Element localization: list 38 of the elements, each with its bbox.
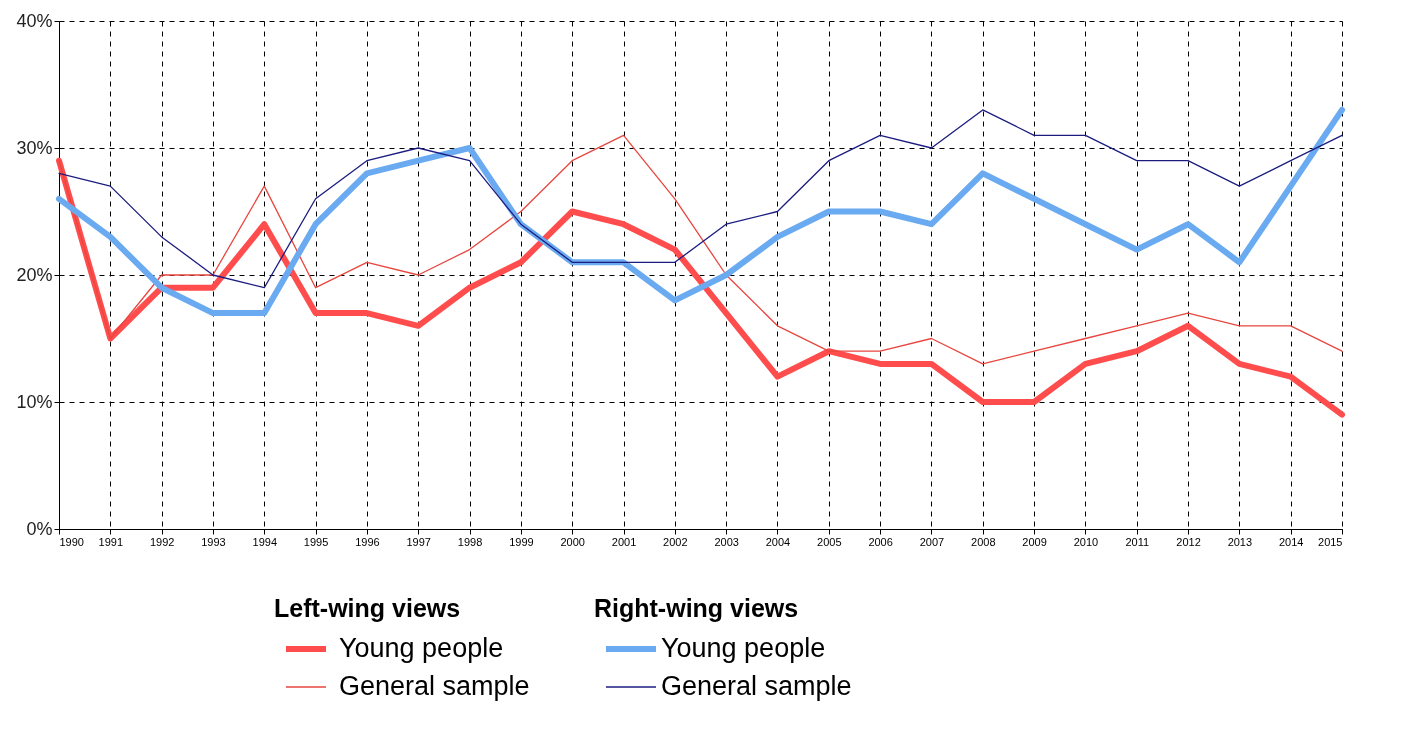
x-tick-label: 2010 [1073, 535, 1099, 548]
legend-label: General sample [339, 671, 530, 701]
legend-label: General sample [661, 671, 852, 701]
y-tick-label: 20% [16, 264, 53, 285]
x-tick-label: 1994 [252, 535, 278, 548]
x-tick-label: 2013 [1227, 535, 1253, 548]
legend-label: Young people [661, 633, 826, 663]
x-tick-label: 1995 [303, 535, 329, 548]
x-tick-label: 1990 [59, 535, 84, 548]
text: Left-wing views [274, 594, 461, 622]
x-tick-label: 2003 [714, 535, 739, 548]
x-tick-label: 2009 [1022, 535, 1047, 548]
x-tick-label: 1992 [149, 535, 175, 548]
x-tick-label: 2000 [560, 535, 585, 548]
x-tick-label: 1996 [355, 535, 380, 548]
x-tick-label: 2007 [919, 535, 945, 548]
x-tick-label: 2011 [1125, 535, 1150, 548]
x-tick-label: 2004 [765, 535, 791, 548]
line-series [58, 134, 1343, 365]
x-tick-label: 2006 [868, 535, 893, 548]
x-tick-label: 1993 [201, 535, 226, 548]
y-tick-label: 10% [16, 391, 53, 412]
y-tick-label: 30% [16, 137, 53, 158]
x-tick-label: 2008 [971, 535, 996, 548]
y-tick-label: 0% [26, 518, 53, 539]
x-tick-label: 2002 [663, 535, 688, 548]
x-tick-label: 2014 [1278, 535, 1304, 548]
x-tick-label: 1999 [509, 535, 534, 548]
x-tick-label: 2015 [1318, 535, 1343, 548]
x-tick-label: 1991 [98, 535, 124, 548]
x-tick-label: 1997 [406, 535, 431, 548]
y-tick-label: 40% [16, 10, 53, 31]
x-tick-label: 2001 [611, 535, 637, 548]
legend-label: Young people [339, 633, 504, 663]
x-tick-label: 2012 [1176, 535, 1201, 548]
x-tick-label: 2005 [817, 535, 842, 548]
text: Right-wing views [594, 594, 799, 622]
x-tick-label: 1998 [457, 535, 483, 548]
